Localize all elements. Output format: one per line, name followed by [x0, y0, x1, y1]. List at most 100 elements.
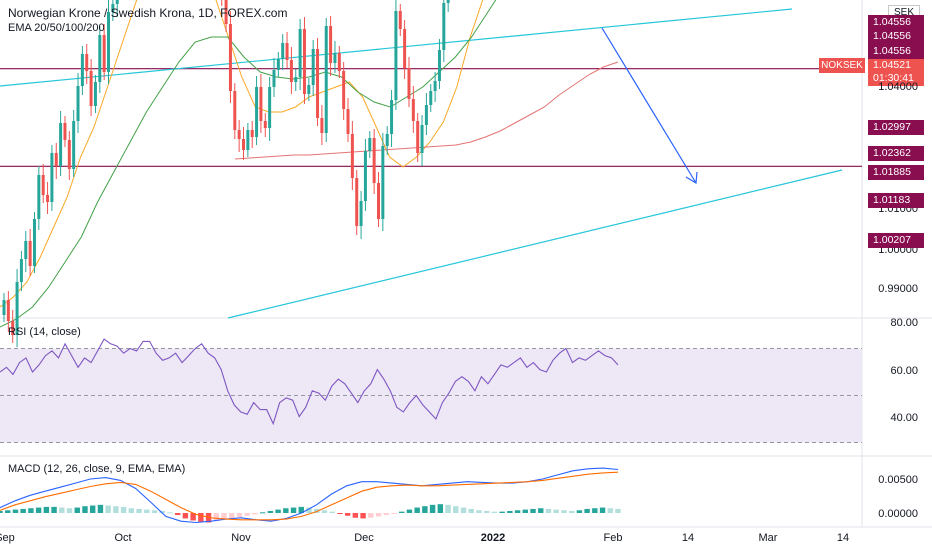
current-price: 1.04521: [873, 59, 911, 71]
candle: [363, 151, 367, 201]
candle: [272, 70, 276, 87]
macd-title[interactable]: MACD (12, 26, close, 9, EMA, EMA): [8, 463, 186, 475]
candle: [368, 138, 372, 151]
macd-histogram-bar: [460, 507, 467, 513]
macd-histogram-bar: [584, 508, 590, 513]
candle: [250, 130, 254, 137]
macd-histogram-bar: [391, 513, 397, 514]
macd-histogram-bar: [476, 510, 482, 513]
macd-histogram-bar: [120, 506, 127, 513]
candle: [289, 60, 293, 82]
level-tag: 1.01183: [868, 193, 924, 208]
candle: [72, 121, 76, 169]
macd-histogram-bar: [615, 508, 621, 513]
candle: [224, 0, 228, 24]
macd-histogram-bar: [66, 508, 73, 513]
macd-histogram-bar: [283, 508, 289, 513]
candle: [233, 91, 237, 130]
macd-histogram-bar: [267, 510, 274, 513]
macd-histogram-bar: [507, 510, 513, 513]
macd-histogram-bar: [229, 513, 235, 519]
macd-histogram-bar: [607, 508, 613, 513]
candle: [437, 50, 441, 81]
candle: [255, 87, 259, 137]
candle: [390, 100, 394, 134]
macd-histogram-bar: [468, 508, 474, 513]
macd-histogram-bar: [290, 507, 297, 513]
macd-histogram-bar: [89, 505, 96, 513]
candle: [115, 0, 119, 4]
macd-histogram-bar: [561, 510, 567, 513]
candle: [80, 54, 84, 86]
candle: [67, 140, 71, 169]
candle: [268, 87, 272, 128]
macd-histogram-bar: [360, 513, 366, 519]
macd-histogram-bar: [275, 509, 281, 513]
candle: [333, 53, 337, 63]
macd-histogram-bar: [259, 512, 266, 514]
candle: [350, 134, 354, 178]
macd-histogram-bar: [244, 513, 250, 516]
current-price-tag: 1.04521 01:30:41: [868, 59, 924, 86]
candle: [446, 0, 450, 3]
candle: [228, 24, 232, 91]
level-tag: 1.04556: [868, 29, 924, 44]
price-tick: 1.04000: [878, 81, 918, 93]
macd-histogram-bar: [368, 513, 374, 518]
candle: [237, 130, 241, 139]
candle: [107, 12, 111, 72]
candle: [311, 49, 315, 85]
candle: [19, 259, 23, 282]
candle: [263, 121, 267, 128]
candle: [2, 300, 6, 315]
x-tick: Mar: [758, 532, 778, 544]
macd-histogram-bar: [221, 513, 227, 520]
macd-histogram-bar: [213, 513, 220, 522]
macd-histogram-bar: [599, 507, 606, 513]
macd-histogram-bar: [198, 513, 204, 522]
candle: [394, 11, 398, 100]
x-tick: 14: [681, 532, 695, 544]
macd-tick: 0.00000: [878, 508, 918, 520]
macd-histogram-bar: [414, 507, 420, 513]
macd-histogram-bar: [174, 513, 181, 516]
candle: [302, 29, 306, 94]
macd-histogram-bar: [113, 506, 119, 513]
candle: [307, 85, 311, 94]
macd-histogram-bar: [538, 508, 544, 513]
macd-histogram-bar: [5, 510, 11, 513]
candle: [411, 99, 415, 121]
macd-histogram-bar: [553, 509, 559, 513]
candle: [359, 201, 363, 226]
candle: [329, 26, 333, 63]
candle: [246, 130, 250, 150]
candle: [89, 71, 93, 106]
rsi-tick: 60.00: [890, 365, 918, 377]
macd-histogram-bar: [151, 510, 158, 513]
candle: [342, 71, 346, 109]
macd-histogram-bar: [252, 513, 258, 515]
macd-histogram-bar: [12, 509, 19, 513]
rsi-title[interactable]: RSI (14, close): [8, 326, 81, 338]
candle: [355, 178, 359, 226]
level-tag: 1.04556: [868, 15, 924, 30]
candle: [37, 175, 41, 219]
candle: [15, 282, 19, 335]
macd-histogram-bar: [43, 506, 50, 513]
macd-histogram-bar: [522, 509, 529, 513]
rsi-line: [0, 338, 619, 426]
macd-histogram-bar: [35, 507, 42, 513]
ema-indicator-label[interactable]: EMA 20/50/100/200: [8, 22, 105, 34]
x-tick: Oct: [114, 532, 132, 544]
ema-line: [0, 0, 484, 308]
candle: [381, 146, 385, 219]
candle: [294, 77, 298, 82]
x-tick: Sep: [0, 532, 15, 544]
candle: [385, 134, 389, 146]
candle: [324, 26, 328, 133]
macd-histogram-bar: [190, 513, 196, 521]
macd-tick: 0.00500: [878, 474, 918, 486]
projection-arrow: [601, 27, 697, 184]
channel-lower-line: [227, 169, 843, 319]
